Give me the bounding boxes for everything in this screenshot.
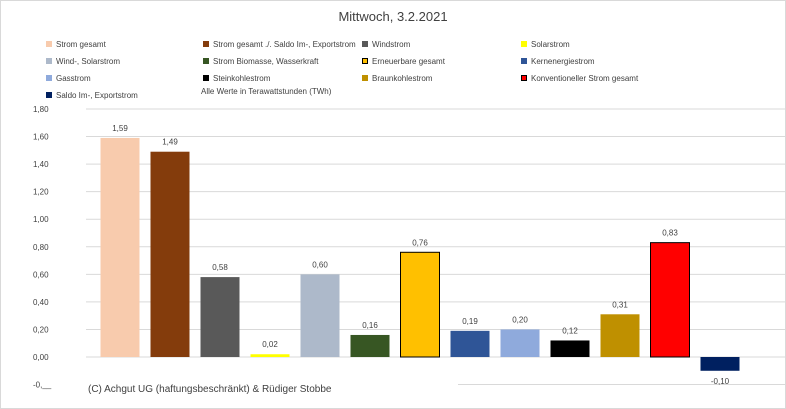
data-label: 0,58 <box>212 263 228 272</box>
data-label: 0,60 <box>312 260 328 269</box>
bar-braunkohlestrom <box>600 314 640 357</box>
y-tick-label: 0,80 <box>33 243 49 252</box>
y-tick-label: 0,40 <box>33 298 49 307</box>
data-label: 0,76 <box>412 238 428 247</box>
legend-item-windstrom: Windstrom <box>362 38 410 50</box>
bar-solarstrom <box>250 354 290 357</box>
bar-erneuerbare-gesamt <box>400 251 440 358</box>
legend-label: Strom gesamt ./. Saldo Im-, Exportstrom <box>213 39 356 49</box>
legend-swatch <box>46 41 52 47</box>
y-tick-label: 0,60 <box>33 270 49 279</box>
bar-strom-gesamt-saldo-im-exportstrom <box>150 151 190 357</box>
y-tick-label: 1,60 <box>33 133 49 142</box>
data-label: 0,16 <box>362 321 378 330</box>
legend-swatch <box>46 58 52 64</box>
legend-swatch <box>362 58 368 64</box>
legend-label: Braunkohlestrom <box>372 73 433 83</box>
bar-saldo-im-exportstrom <box>700 357 740 371</box>
legend-swatch <box>203 58 209 64</box>
y-tick-label: 1,00 <box>33 215 49 224</box>
data-label: 0,83 <box>662 229 678 238</box>
legend-item-braunkohlestrom: Braunkohlestrom <box>362 72 432 84</box>
legend-swatch <box>362 41 368 47</box>
bar-wind-solarstrom <box>300 274 340 357</box>
y-tick-label: 0,00 <box>33 353 49 362</box>
legend-item-gasstrom: Gasstrom <box>46 72 91 84</box>
legend-label: Gasstrom <box>56 73 91 83</box>
bar-steinkohlestrom <box>550 340 590 357</box>
credit-text: (C) Achgut UG (haftungsbeschränkt) & Rüd… <box>88 384 332 395</box>
data-label: 0,20 <box>512 315 528 324</box>
bar-konventioneller-strom-gesamt <box>650 242 690 358</box>
data-label: 0,12 <box>562 326 578 335</box>
legend-swatch <box>521 75 527 81</box>
data-label: 0,31 <box>612 300 628 309</box>
legend-label: Wind-, Solarstrom <box>56 56 121 66</box>
legend-item-konventioneller-strom-gesamt: Konventioneller Strom gesamt <box>521 72 638 84</box>
legend-item-strom-biomasse-wasserkraft: Strom Biomasse, Wasserkraft <box>203 55 319 67</box>
bar-kernenergiestrom <box>450 330 490 357</box>
y-tick-label: 1,80 <box>33 105 49 114</box>
legend-item-saldo-im-exportstrom: Saldo Im-, Exportstrom <box>46 89 138 101</box>
data-label: -0,10 <box>711 377 730 386</box>
legend-item-kernenergiestrom: Kernenergiestrom <box>521 55 595 67</box>
bar-strom-biomasse-wasserkraft <box>350 334 390 357</box>
legend-label: Saldo Im-, Exportstrom <box>56 90 138 100</box>
legend-item-steinkohlestrom: Steinkohlestrom <box>203 72 270 84</box>
data-label: 0,02 <box>262 340 278 349</box>
legend-label: Konventioneller Strom gesamt <box>531 73 639 83</box>
bar-gasstrom <box>500 329 540 357</box>
legend-label: Strom gesamt <box>56 39 106 49</box>
unit-note: Alle Werte in Terawattstunden (TWh) <box>201 87 332 96</box>
legend-item-erneuerbare-gesamt: Erneuerbare gesamt <box>362 55 445 67</box>
legend-swatch <box>46 75 52 81</box>
bar-strom-gesamt <box>100 137 140 357</box>
legend-swatch <box>521 58 527 64</box>
data-label: 0,19 <box>462 317 478 326</box>
data-label: 1,59 <box>112 124 128 133</box>
y-tick-label: 1,40 <box>33 160 49 169</box>
y-tick-label: -0,__ <box>33 381 52 390</box>
legend-swatch <box>203 75 209 81</box>
y-tick-label: 1,20 <box>33 188 49 197</box>
data-label: 1,49 <box>162 138 178 147</box>
legend-item-strom-gesamt-saldo-im-exportstrom: Strom gesamt ./. Saldo Im-, Exportstrom <box>203 38 356 50</box>
legend-label: Kernenergiestrom <box>531 56 595 66</box>
legend-label: Strom Biomasse, Wasserkraft <box>213 56 319 66</box>
legend-label: Windstrom <box>372 39 411 49</box>
legend-item-strom-gesamt: Strom gesamt <box>46 38 106 50</box>
y-tick-label: 0,20 <box>33 325 49 334</box>
legend-swatch <box>203 41 209 47</box>
legend-swatch <box>46 92 52 98</box>
legend-item-wind-solarstrom: Wind-, Solarstrom <box>46 55 120 67</box>
legend-label: Erneuerbare gesamt <box>372 56 445 66</box>
chart-title: Mittwoch, 3.2.2021 <box>338 9 448 24</box>
legend-swatch <box>362 75 368 81</box>
legend-label: Solarstrom <box>531 39 570 49</box>
legend-label: Steinkohlestrom <box>213 73 271 83</box>
legend-swatch <box>521 41 527 47</box>
bar-windstrom <box>200 277 240 357</box>
legend-item-solarstrom: Solarstrom <box>521 38 570 50</box>
